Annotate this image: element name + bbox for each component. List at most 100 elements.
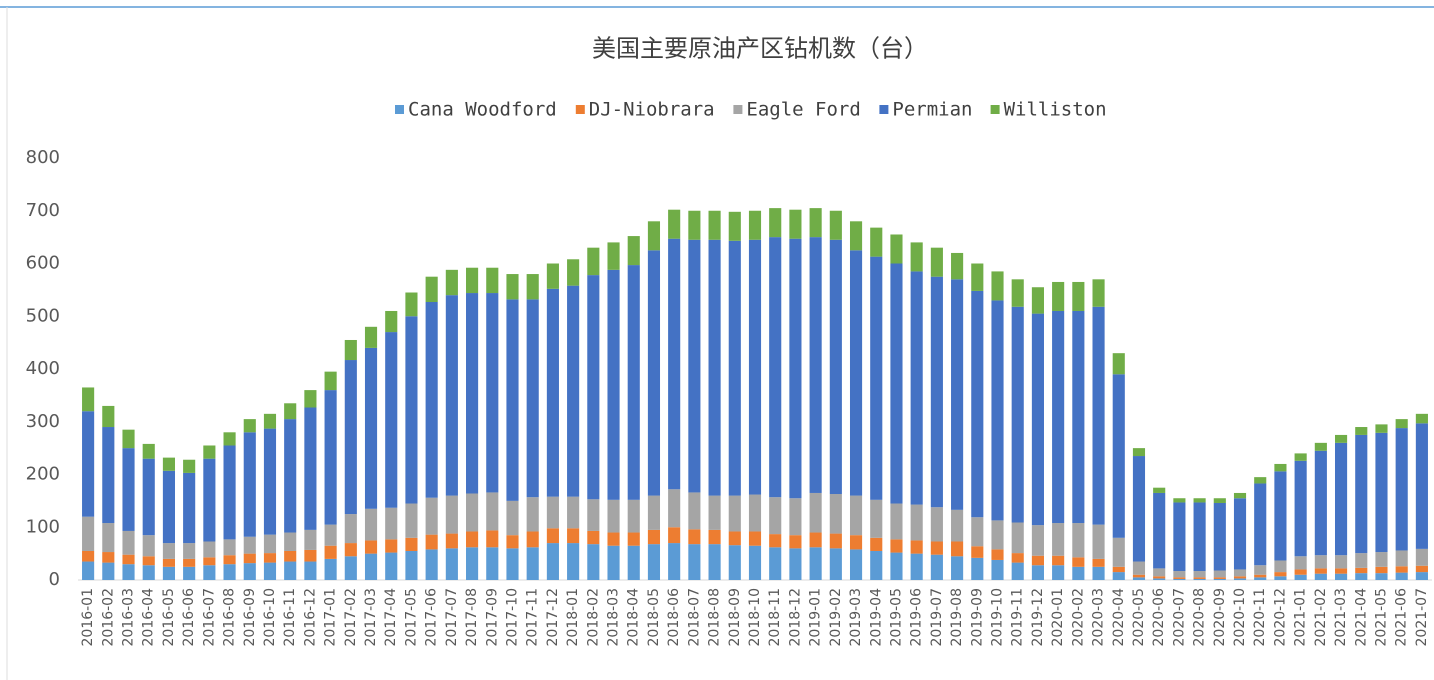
bar-segment bbox=[1011, 562, 1024, 580]
bar-segment bbox=[1072, 566, 1085, 580]
bar-segment bbox=[1193, 571, 1206, 578]
bar-segment bbox=[1031, 287, 1044, 314]
legend-label: Permian bbox=[892, 99, 972, 121]
bar-segment bbox=[263, 428, 277, 535]
bar-segment bbox=[1132, 456, 1146, 562]
bar-segment bbox=[1254, 477, 1267, 484]
bar-segment bbox=[284, 403, 297, 420]
bar-segment bbox=[627, 236, 640, 266]
legend-label: Williston bbox=[1004, 99, 1107, 121]
bar-segment bbox=[122, 530, 135, 555]
bar-segment bbox=[1112, 537, 1125, 567]
bar-segment bbox=[607, 545, 620, 580]
bar-segment bbox=[284, 532, 297, 551]
bar-segment bbox=[304, 561, 317, 580]
bar-segment bbox=[102, 552, 115, 563]
bar-segment bbox=[951, 279, 964, 510]
bar-segment bbox=[466, 493, 479, 532]
bar-segment bbox=[849, 535, 863, 550]
bar-segment bbox=[1233, 492, 1247, 499]
bar-segment bbox=[546, 263, 559, 289]
bar-segment bbox=[304, 390, 317, 408]
bar-segment bbox=[567, 543, 580, 580]
x-tick-label: 2021-07 bbox=[1414, 588, 1430, 647]
x-tick-label: 2019-04 bbox=[868, 588, 884, 647]
bar-segment bbox=[82, 561, 95, 580]
x-tick-label: 2016-07 bbox=[201, 588, 217, 647]
bar-segment bbox=[364, 540, 378, 554]
bar-segment bbox=[1375, 432, 1388, 553]
bar-segment bbox=[728, 211, 741, 241]
bar-segment bbox=[486, 547, 499, 580]
bar-segment bbox=[1254, 574, 1267, 578]
bar-segment bbox=[789, 535, 802, 549]
bar-segment bbox=[506, 274, 519, 300]
bar-segment bbox=[1112, 572, 1125, 580]
bar-segment bbox=[971, 546, 984, 558]
bar-segment bbox=[82, 550, 95, 562]
bar-segment bbox=[1233, 578, 1247, 580]
bar-segment bbox=[1314, 555, 1327, 569]
bar-segment bbox=[1334, 434, 1348, 443]
bar-segment bbox=[971, 263, 984, 291]
bar-segment bbox=[870, 537, 883, 551]
bar-segment bbox=[1375, 424, 1388, 433]
bar-segment bbox=[344, 556, 357, 580]
bar-segment bbox=[688, 544, 701, 580]
bar-segment bbox=[506, 535, 519, 549]
bar-segment bbox=[405, 503, 418, 538]
bar-segment bbox=[627, 265, 640, 500]
x-tick-label: 2021-05 bbox=[1373, 588, 1389, 647]
x-tick-label: 2017-02 bbox=[343, 588, 359, 647]
bar-segment bbox=[870, 550, 883, 580]
bar-segment bbox=[1274, 471, 1287, 561]
bar-segment bbox=[748, 531, 762, 546]
bar-segment bbox=[1254, 577, 1267, 580]
bar-segment bbox=[991, 520, 1004, 550]
legend-swatch bbox=[395, 105, 404, 114]
bar-segment bbox=[587, 499, 600, 531]
bar-segment bbox=[607, 499, 620, 533]
bar-segment bbox=[951, 509, 964, 542]
bar-segment bbox=[930, 276, 943, 508]
bar-segment bbox=[1213, 577, 1226, 579]
bar-segment bbox=[1011, 522, 1024, 554]
bar-segment bbox=[546, 543, 559, 580]
bar-segment bbox=[1112, 566, 1125, 573]
bar-segment bbox=[1375, 566, 1388, 574]
bar-segment bbox=[1153, 487, 1166, 493]
bar-segment bbox=[930, 554, 943, 580]
legend-label: Cana Woodford bbox=[408, 99, 557, 121]
bar-segment bbox=[567, 259, 580, 286]
bar-segment bbox=[102, 562, 115, 580]
bar-segment bbox=[870, 227, 883, 257]
bar-segment bbox=[1294, 569, 1307, 575]
bar-segment bbox=[890, 552, 903, 580]
bar-segment bbox=[627, 545, 640, 580]
bar-segment bbox=[1092, 558, 1105, 567]
bar-segment bbox=[1173, 577, 1186, 579]
bar-segment bbox=[142, 443, 155, 459]
chart-title: 美国主要原油产区钻机数（台） bbox=[592, 35, 928, 63]
bar-segment bbox=[1294, 556, 1307, 570]
bar-segment bbox=[1132, 577, 1146, 580]
bar-segment bbox=[708, 529, 721, 545]
bar-segment bbox=[445, 269, 458, 296]
bar-segment bbox=[809, 492, 822, 533]
bar-segment bbox=[890, 263, 903, 504]
bar-segment bbox=[1395, 572, 1408, 580]
x-tick-label: 2016-12 bbox=[302, 588, 318, 647]
bar-segment bbox=[829, 494, 842, 534]
x-tick-label: 2021-03 bbox=[1333, 588, 1349, 647]
bar-segment bbox=[1213, 498, 1226, 503]
legend-swatch bbox=[990, 105, 1000, 114]
bar-segment bbox=[809, 208, 822, 238]
bar-segment bbox=[263, 413, 277, 429]
bar-segment bbox=[668, 238, 681, 490]
bar-segment bbox=[203, 541, 216, 558]
x-tick-label: 2019-02 bbox=[828, 588, 844, 647]
bar-segment bbox=[102, 405, 115, 428]
bar-segment bbox=[688, 529, 701, 545]
bar-segment bbox=[789, 238, 802, 499]
